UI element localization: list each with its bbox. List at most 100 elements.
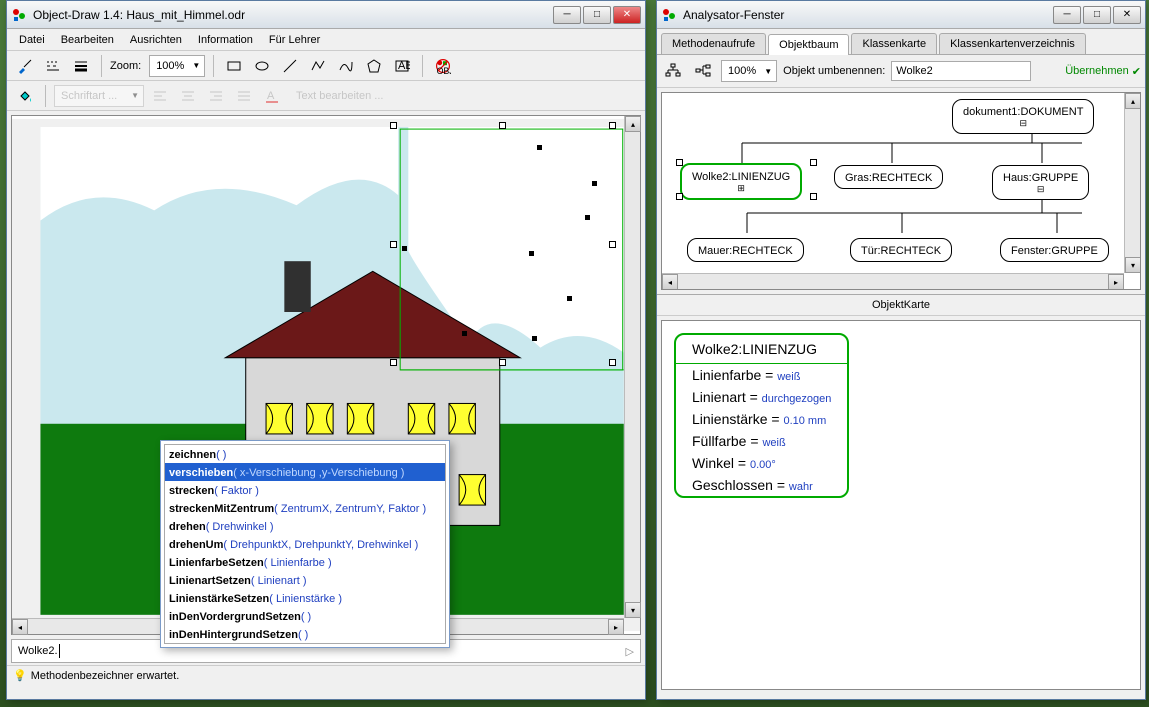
scroll-up-icon[interactable]: ▴ bbox=[625, 116, 641, 132]
tree-node-mauer[interactable]: Mauer:RECHTECK bbox=[687, 238, 804, 262]
analyzer-zoom-select[interactable]: 100% bbox=[721, 60, 777, 82]
method-item[interactable]: strecken( Faktor ) bbox=[165, 481, 445, 499]
method-item[interactable]: streckenMitZentrum( ZentrumX, ZentrumY, … bbox=[165, 499, 445, 517]
tab-methodenaufrufe[interactable]: Methodenaufrufe bbox=[661, 33, 766, 54]
text-tool-icon[interactable]: ABC bbox=[390, 54, 414, 78]
method-item[interactable]: drehen( Drehwinkel ) bbox=[165, 517, 445, 535]
main-titlebar[interactable]: Object-Draw 1.4: Haus_mit_Himmel.odr ─ □… bbox=[7, 1, 645, 29]
card-property-row: Linienart = durchgezogen bbox=[676, 386, 847, 408]
sel-handle[interactable] bbox=[609, 122, 616, 129]
rect-tool-icon[interactable] bbox=[222, 54, 246, 78]
card-header: Wolke2:LINIENZUG bbox=[676, 335, 847, 364]
ctrl-point[interactable] bbox=[537, 145, 542, 150]
tree-node-root[interactable]: dokument1:DOKUMENT⊟ bbox=[952, 99, 1094, 134]
apply-button[interactable]: Übernehmen ✔ bbox=[1065, 65, 1141, 78]
align-left-icon bbox=[148, 84, 172, 108]
tree-node-fenster[interactable]: Fenster:GRUPPE bbox=[1000, 238, 1109, 262]
menu-datei[interactable]: Datei bbox=[11, 31, 53, 49]
menu-ausrichten[interactable]: Ausrichten bbox=[122, 31, 190, 49]
line-tool-icon[interactable] bbox=[278, 54, 302, 78]
tab-klassenkartenverzeichnis[interactable]: Klassenkartenverzeichnis bbox=[939, 33, 1086, 54]
tree-node-wolke2[interactable]: Wolke2:LINIENZUG⊞ bbox=[680, 163, 802, 200]
tree-horizontal-scrollbar[interactable]: ◂▸ bbox=[662, 273, 1124, 289]
vertical-scrollbar[interactable]: ▴ ▾ bbox=[624, 116, 640, 618]
edit-text-label: Text bearbeiten ... bbox=[296, 90, 383, 102]
method-item[interactable]: inDenHintergrundSetzen( ) bbox=[165, 625, 445, 643]
submit-arrow-icon[interactable]: ▷ bbox=[626, 645, 634, 658]
ctrl-point[interactable] bbox=[585, 215, 590, 220]
node-handle[interactable] bbox=[810, 159, 817, 166]
minimize-button[interactable]: ─ bbox=[1053, 6, 1081, 24]
sel-handle[interactable] bbox=[390, 241, 397, 248]
apply-label: Übernehmen bbox=[1065, 65, 1129, 77]
sel-handle[interactable] bbox=[499, 122, 506, 129]
ctrl-point[interactable] bbox=[592, 181, 597, 186]
align-justify-icon bbox=[232, 84, 256, 108]
rename-input[interactable] bbox=[891, 61, 1031, 81]
card-property-row: Linienstärke = 0.10 mm bbox=[676, 408, 847, 430]
scroll-right-icon[interactable]: ▸ bbox=[608, 619, 624, 635]
ctrl-point[interactable] bbox=[532, 336, 537, 341]
tree-expand-icon[interactable] bbox=[691, 59, 715, 83]
tab-objektbaum[interactable]: Objektbaum bbox=[768, 34, 849, 55]
polyline-tool-icon[interactable] bbox=[306, 54, 330, 78]
object-tree-view[interactable]: dokument1:DOKUMENT⊟ Wolke2:LINIENZUG⊞ Gr… bbox=[661, 92, 1141, 290]
node-handle[interactable] bbox=[810, 193, 817, 200]
minimize-button[interactable]: ─ bbox=[553, 6, 581, 24]
brush-icon[interactable] bbox=[13, 54, 37, 78]
line-width-icon[interactable] bbox=[69, 54, 93, 78]
close-button[interactable]: ✕ bbox=[1113, 6, 1141, 24]
zoom-select[interactable]: 100% bbox=[149, 55, 205, 77]
ctrl-point[interactable] bbox=[462, 331, 467, 336]
card-property-row: Geschlossen = wahr bbox=[676, 474, 847, 496]
ctrl-point[interactable] bbox=[529, 251, 534, 256]
scroll-down-icon[interactable]: ▾ bbox=[625, 602, 641, 618]
ellipse-tool-icon[interactable] bbox=[250, 54, 274, 78]
tab-klassenkarte[interactable]: Klassenkarte bbox=[851, 33, 937, 54]
object-card: Wolke2:LINIENZUG Linienfarbe = weißLinie… bbox=[674, 333, 849, 498]
tree-vertical-scrollbar[interactable]: ▴▾ bbox=[1124, 93, 1140, 273]
method-item[interactable]: LinienstärkeSetzen( Linienstärke ) bbox=[165, 589, 445, 607]
method-autocomplete-popup: zeichnen( )verschieben( x-Verschiebung ,… bbox=[160, 440, 450, 648]
rename-toolbar: 100% Objekt umbenennen: Übernehmen ✔ bbox=[657, 55, 1145, 88]
tree-node-tuer[interactable]: Tür:RECHTECK bbox=[850, 238, 952, 262]
analyzer-titlebar[interactable]: Analysator-Fenster ─ □ ✕ bbox=[657, 1, 1145, 29]
tree-view-icon[interactable] bbox=[661, 59, 685, 83]
font-select: Schriftart ... bbox=[54, 85, 144, 107]
method-item[interactable]: drehenUm( DrehpunktX, DrehpunktY, Drehwi… bbox=[165, 535, 445, 553]
no-objects-icon[interactable]: OBJEKTE! bbox=[431, 54, 455, 78]
sel-handle[interactable] bbox=[609, 359, 616, 366]
line-style-icon[interactable] bbox=[41, 54, 65, 78]
menu-fuer-lehrer[interactable]: Für Lehrer bbox=[261, 31, 328, 49]
sel-handle[interactable] bbox=[609, 241, 616, 248]
menu-bearbeiten[interactable]: Bearbeiten bbox=[53, 31, 122, 49]
sel-handle[interactable] bbox=[390, 359, 397, 366]
sel-handle[interactable] bbox=[390, 122, 397, 129]
maximize-button[interactable]: □ bbox=[583, 6, 611, 24]
toolbar-1: Zoom: 100% ABC OBJEKTE! bbox=[7, 51, 645, 81]
tree-node-haus[interactable]: Haus:GRUPPE⊟ bbox=[992, 165, 1089, 200]
ctrl-point[interactable] bbox=[567, 296, 572, 301]
scroll-left-icon[interactable]: ◂ bbox=[12, 619, 28, 635]
method-item[interactable]: LinienfarbeSetzen( Linienfarbe ) bbox=[165, 553, 445, 571]
node-handle[interactable] bbox=[676, 193, 683, 200]
sel-handle[interactable] bbox=[499, 359, 506, 366]
curve-tool-icon[interactable] bbox=[334, 54, 358, 78]
method-item[interactable]: zeichnen( ) bbox=[165, 445, 445, 463]
node-handle[interactable] bbox=[676, 159, 683, 166]
command-text: Wolke2. bbox=[18, 645, 58, 657]
method-item[interactable]: LinienartSetzen( Linienart ) bbox=[165, 571, 445, 589]
maximize-button[interactable]: □ bbox=[1083, 6, 1111, 24]
main-menubar: Datei Bearbeiten Ausrichten Information … bbox=[7, 29, 645, 51]
svg-text:A: A bbox=[267, 90, 275, 102]
method-item[interactable]: verschieben( x-Verschiebung ,y-Verschieb… bbox=[165, 463, 445, 481]
close-button[interactable]: ✕ bbox=[613, 6, 641, 24]
align-right-icon bbox=[204, 84, 228, 108]
fill-icon[interactable] bbox=[13, 84, 37, 108]
tree-node-gras[interactable]: Gras:RECHTECK bbox=[834, 165, 943, 189]
polygon-tool-icon[interactable] bbox=[362, 54, 386, 78]
method-item[interactable]: inDenVordergrundSetzen( ) bbox=[165, 607, 445, 625]
menu-information[interactable]: Information bbox=[190, 31, 261, 49]
font-placeholder: Schriftart ... bbox=[61, 90, 117, 102]
ctrl-point[interactable] bbox=[402, 246, 407, 251]
